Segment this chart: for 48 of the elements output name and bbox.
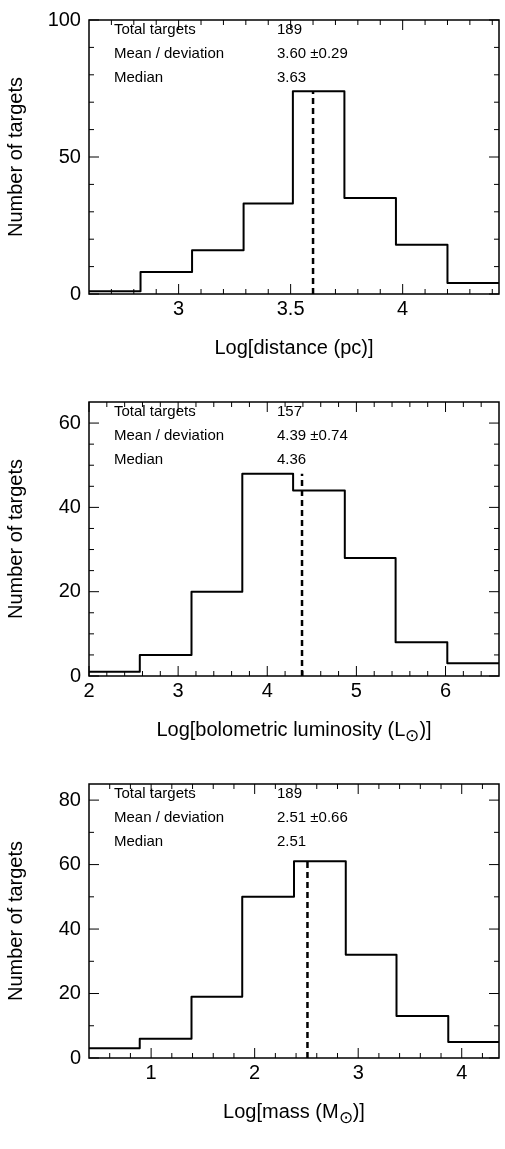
x-axis-title: Log[mass (M$_{⊙}$)] [222, 1100, 366, 1128]
annotation: Median [114, 832, 164, 850]
y-tick-label: 40 [58, 916, 81, 939]
x-tick-label: 4 [397, 296, 409, 319]
x-tick-label: 2 [249, 1060, 261, 1083]
x-tick-label: 3.5 [276, 296, 305, 319]
x-tick-label: 6 [439, 678, 452, 701]
annotation: 189 [277, 784, 303, 802]
x-axis-title: Log[distance (pc)] [213, 336, 375, 359]
y-tick-label: 100 [47, 7, 81, 30]
x-tick-label: 3 [173, 296, 185, 319]
x-tick-label: 5 [350, 678, 362, 701]
y-axis-title: Number of targets [3, 840, 26, 1002]
annotation: 2.51 [277, 832, 307, 850]
y-tick-label: 0 [69, 1045, 81, 1068]
x-tick-label: 3 [172, 678, 184, 701]
annotation: 4.36 [277, 450, 307, 468]
y-tick-label: 40 [58, 494, 81, 517]
y-tick-label: 60 [58, 852, 81, 875]
annotation: Total targets [114, 402, 196, 420]
annotation: Mean / deviation [114, 44, 225, 62]
y-tick-label: 80 [58, 787, 81, 810]
x-tick-label: 4 [261, 678, 273, 701]
annotation: 4.39 ±0.74 [277, 426, 348, 444]
annotation: 3.60 ±0.29 [277, 44, 348, 62]
y-axis-title: Number of targets [3, 458, 26, 620]
annotation: Mean / deviation [114, 808, 225, 826]
y-tick-label: 60 [58, 410, 81, 433]
annotation: 189 [277, 20, 303, 38]
y-tick-label: 20 [58, 579, 81, 602]
x-tick-label: 1 [145, 1060, 157, 1083]
annotation: 157 [277, 402, 303, 420]
x-tick-label: 2 [83, 678, 95, 701]
annotation: Total targets [114, 784, 196, 802]
y-tick-label: 20 [58, 981, 81, 1004]
y-tick-label: 0 [69, 663, 81, 686]
y-tick-label: 50 [58, 144, 81, 167]
x-axis-title: Log[bolometric luminosity (L$_{⊙}$)] [155, 718, 433, 746]
annotation: 3.63 [277, 68, 307, 86]
y-axis-title: Number of targets [3, 76, 26, 238]
annotation: Median [114, 68, 164, 86]
y-tick-label: 0 [69, 281, 81, 304]
annotation: Total targets [114, 20, 196, 38]
x-tick-label: 3 [352, 1060, 364, 1083]
annotation: Mean / deviation [114, 426, 225, 444]
annotation: 2.51 ±0.66 [277, 808, 348, 826]
x-tick-label: 4 [456, 1060, 468, 1083]
annotation: Median [114, 450, 164, 468]
